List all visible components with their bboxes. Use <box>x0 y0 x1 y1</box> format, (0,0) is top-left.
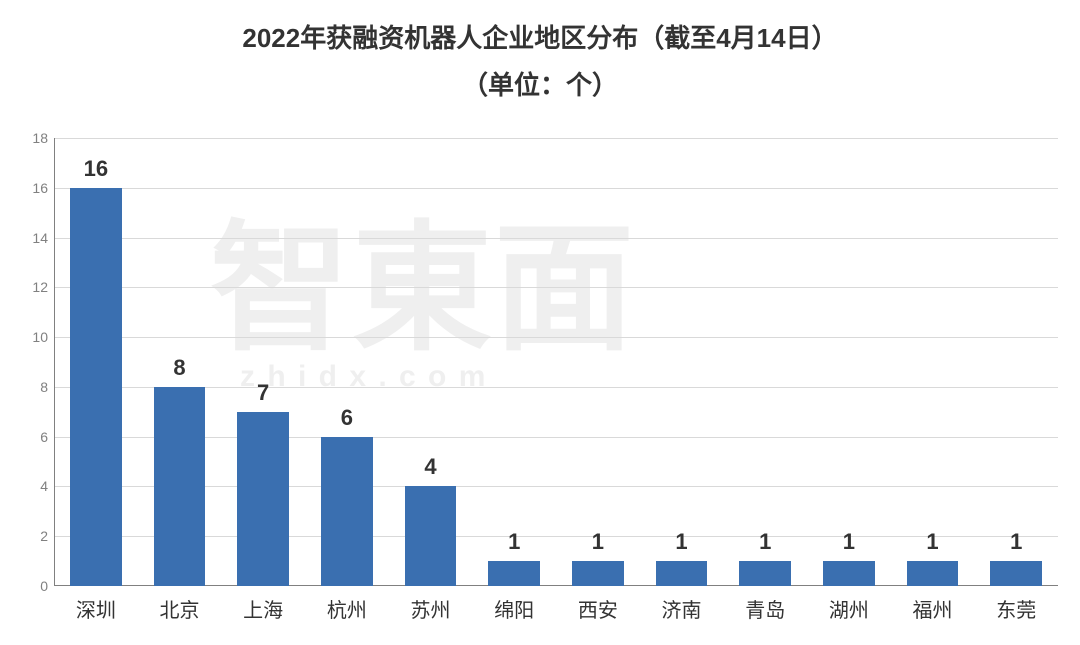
bar-value-label: 1 <box>472 529 556 555</box>
bar-slot: 1西安 <box>556 138 640 586</box>
y-tick-label: 14 <box>22 230 48 246</box>
bar-value-label: 1 <box>723 529 807 555</box>
x-tick-label: 苏州 <box>389 594 473 623</box>
bar <box>237 412 289 586</box>
bar-slot: 1东莞 <box>974 138 1058 586</box>
y-tick-label: 2 <box>22 528 48 544</box>
bar-slot: 1湖州 <box>807 138 891 586</box>
x-tick-label: 深圳 <box>54 594 138 623</box>
bar <box>154 387 206 586</box>
x-tick-label: 西安 <box>556 594 640 623</box>
chart-title-block: 2022年获融资机器人企业地区分布（截至4月14日） （单位：个） <box>0 0 1080 102</box>
bar-slot: 16深圳 <box>54 138 138 586</box>
y-tick-label: 6 <box>22 429 48 445</box>
bar <box>405 486 457 586</box>
bar <box>739 561 791 586</box>
bar <box>823 561 875 586</box>
bar-value-label: 4 <box>389 454 473 480</box>
bar-slot: 6杭州 <box>305 138 389 586</box>
bar-value-label: 1 <box>807 529 891 555</box>
bar-value-label: 8 <box>138 355 222 381</box>
y-tick-label: 16 <box>22 180 48 196</box>
bar-slot: 8北京 <box>138 138 222 586</box>
x-tick-label: 绵阳 <box>472 594 556 623</box>
bar-slot: 1济南 <box>640 138 724 586</box>
bar-value-label: 6 <box>305 405 389 431</box>
bar <box>572 561 624 586</box>
bar-value-label: 16 <box>54 156 138 182</box>
y-tick-label: 0 <box>22 578 48 594</box>
x-tick-label: 福州 <box>891 594 975 623</box>
bar-slot: 1福州 <box>891 138 975 586</box>
y-tick-label: 8 <box>22 379 48 395</box>
bar <box>70 188 122 586</box>
bar <box>907 561 959 586</box>
bar <box>990 561 1042 586</box>
x-tick-label: 东莞 <box>974 594 1058 623</box>
y-tick-label: 4 <box>22 478 48 494</box>
chart-title-line2: （单位：个） <box>0 65 1080 102</box>
bars-row: 16深圳8北京7上海6杭州4苏州1绵阳1西安1济南1青岛1湖州1福州1东莞 <box>54 138 1058 586</box>
chart-title-line1: 2022年获融资机器人企业地区分布（截至4月14日） <box>0 18 1080 55</box>
bar <box>321 437 373 586</box>
bar <box>488 561 540 586</box>
bar-value-label: 1 <box>556 529 640 555</box>
bar-value-label: 1 <box>891 529 975 555</box>
bar <box>656 561 708 586</box>
y-tick-label: 10 <box>22 329 48 345</box>
chart-container: 2022年获融资机器人企业地区分布（截至4月14日） （单位：个） 智東面 z … <box>0 0 1080 645</box>
x-tick-label: 湖州 <box>807 594 891 623</box>
bar-slot: 4苏州 <box>389 138 473 586</box>
bar-value-label: 7 <box>221 380 305 406</box>
bar-value-label: 1 <box>640 529 724 555</box>
x-tick-label: 上海 <box>221 594 305 623</box>
bar-slot: 1绵阳 <box>472 138 556 586</box>
x-tick-label: 青岛 <box>723 594 807 623</box>
x-tick-label: 杭州 <box>305 594 389 623</box>
plot-area: 16深圳8北京7上海6杭州4苏州1绵阳1西安1济南1青岛1湖州1福州1东莞 <box>54 138 1058 586</box>
x-tick-label: 济南 <box>640 594 724 623</box>
x-tick-label: 北京 <box>138 594 222 623</box>
y-tick-label: 18 <box>22 130 48 146</box>
bar-slot: 1青岛 <box>723 138 807 586</box>
bar-slot: 7上海 <box>221 138 305 586</box>
bar-value-label: 1 <box>974 529 1058 555</box>
y-tick-label: 12 <box>22 279 48 295</box>
